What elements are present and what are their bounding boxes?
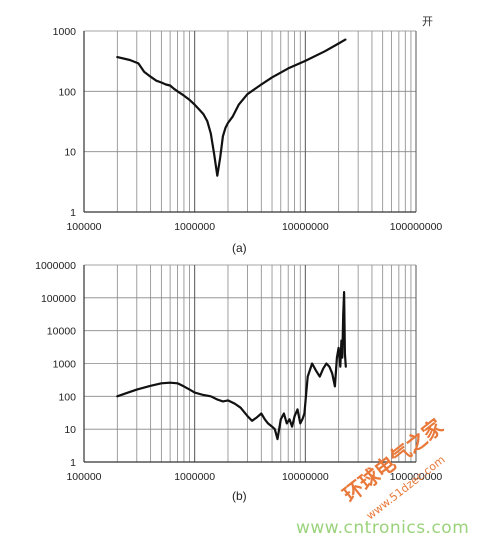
x-tick-label: 10000000 <box>282 221 329 233</box>
chart-a-series <box>116 38 347 177</box>
y-tick-label: 1000000 <box>35 260 76 272</box>
x-tick-label: 100000000 <box>390 221 443 233</box>
y-tick-label: 10000 <box>47 326 76 338</box>
x-tick-label: 100000 <box>66 221 101 233</box>
series-line <box>116 291 347 441</box>
x-tick-label: 1000000 <box>174 471 215 483</box>
chart-b-y-ticks: 1 10 100 1000 10000 100000 1000000 <box>35 260 76 469</box>
y-tick-label: 100000 <box>41 293 76 305</box>
watermark-url-large: www.cntronics.com <box>296 518 469 538</box>
chart-b-x-ticks: 100000 1000000 10000000 100000000 <box>66 471 442 483</box>
x-tick-label: 100000 <box>66 471 101 483</box>
chart-a-y-ticks: 1 10 100 1000 <box>53 26 77 219</box>
series-line <box>116 38 347 177</box>
y-tick-label: 1000 <box>53 359 77 371</box>
y-tick-label: 10 <box>64 424 76 436</box>
x-tick-label: 1000000 <box>174 221 215 233</box>
chart-b-caption: (b) <box>232 489 247 503</box>
x-tick-label: 10000000 <box>282 471 329 483</box>
chart-b-grid <box>83 264 417 463</box>
y-tick-label: 100 <box>58 86 76 98</box>
y-tick-label: 10 <box>64 147 76 159</box>
chart-a-grid <box>83 30 417 213</box>
y-tick-label: 1 <box>70 457 76 469</box>
chart-a-x-ticks: 100000 1000000 10000000 100000000 <box>66 221 442 233</box>
chart-a: 1 10 100 1000 100000 1000000 10000000 10000000… <box>53 26 443 255</box>
y-tick-label: 1 <box>70 207 76 219</box>
chart-a-caption: (a) <box>232 241 247 255</box>
y-tick-label: 1000 <box>53 26 77 38</box>
corner-glyph: 开 <box>422 15 433 28</box>
x-tick-label: 100000000 <box>390 471 443 483</box>
chart-b-series <box>116 291 347 441</box>
y-tick-label: 100 <box>58 391 76 403</box>
